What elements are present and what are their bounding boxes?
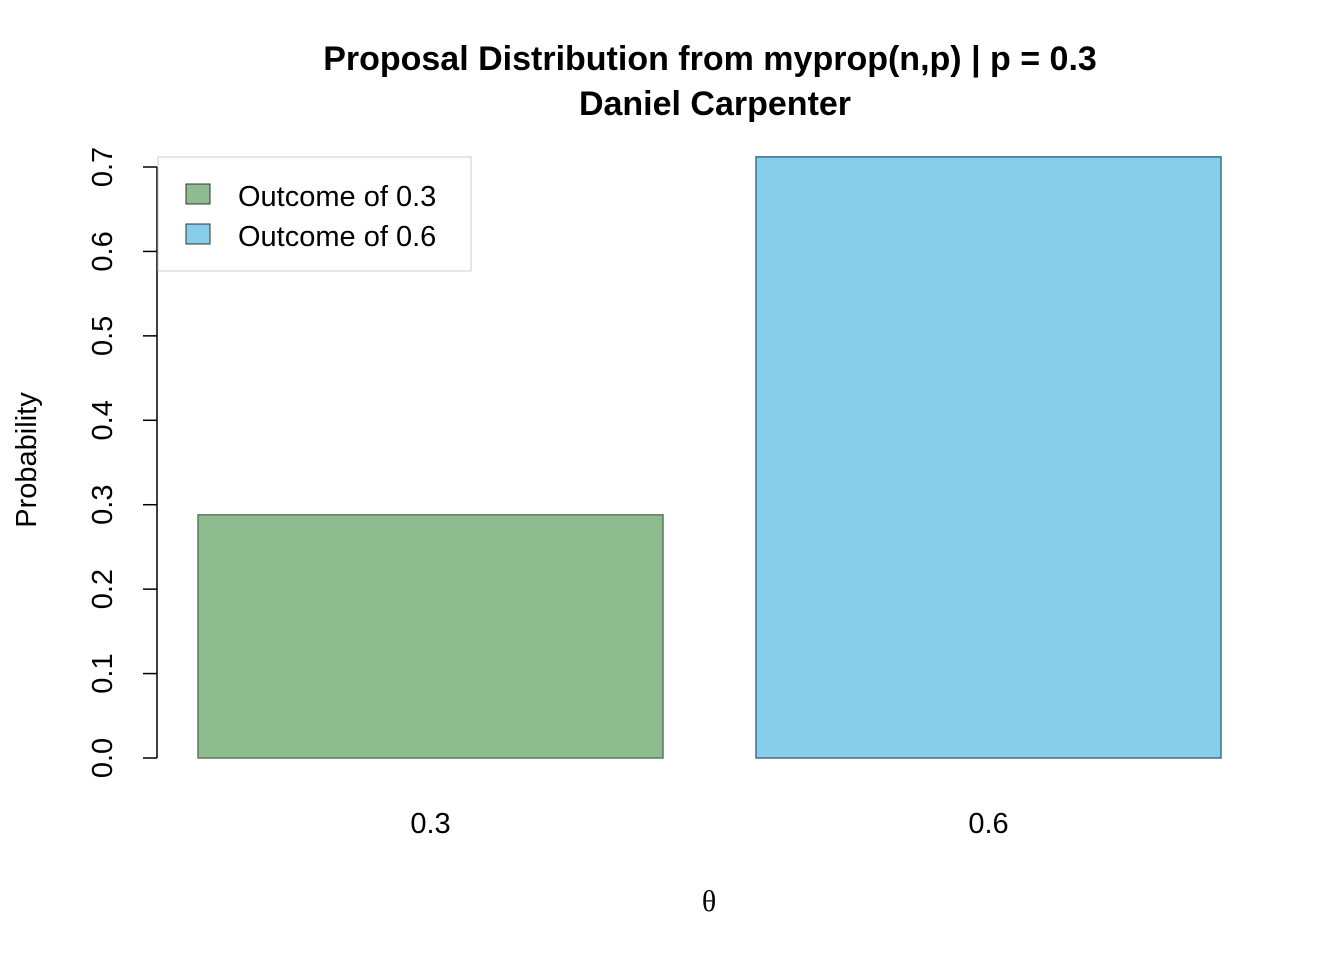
legend-swatch	[185, 223, 211, 245]
y-tick-label: 0.5	[87, 316, 119, 356]
y-tick-label: 0.4	[87, 400, 119, 440]
y-axis-label: Probability	[11, 392, 43, 528]
chart-title: Proposal Distribution from myprop(n,p) |…	[323, 40, 1097, 78]
y-tick-label: 0.6	[87, 231, 119, 271]
chart-subtitle: Daniel Carpenter	[579, 85, 851, 123]
legend-swatch	[185, 183, 211, 205]
y-tick-label: 0.1	[87, 653, 119, 693]
x-tick-label: 0.3	[410, 808, 450, 840]
y-tick-label: 0.7	[87, 147, 119, 187]
legend-label: Outcome of 0.6	[238, 221, 436, 253]
bar-0.6	[755, 156, 1222, 759]
legend-box	[157, 156, 472, 272]
x-axis-label: θ	[702, 885, 716, 918]
x-tick-labels: 0.3 0.6	[410, 808, 1008, 840]
bars-group	[197, 156, 1222, 759]
legend-label: Outcome of 0.3	[238, 181, 436, 213]
legend: Outcome of 0.3 Outcome of 0.6	[157, 156, 472, 272]
y-tick-label: 0.0	[87, 738, 119, 778]
x-tick-label: 0.6	[968, 808, 1008, 840]
bar-0.3	[197, 514, 664, 759]
y-tick-label: 0.2	[87, 569, 119, 609]
y-axis: 0.0 0.1 0.2 0.3 0.4 0.5 0.6 0.7	[87, 147, 158, 778]
y-tick-label: 0.3	[87, 485, 119, 525]
